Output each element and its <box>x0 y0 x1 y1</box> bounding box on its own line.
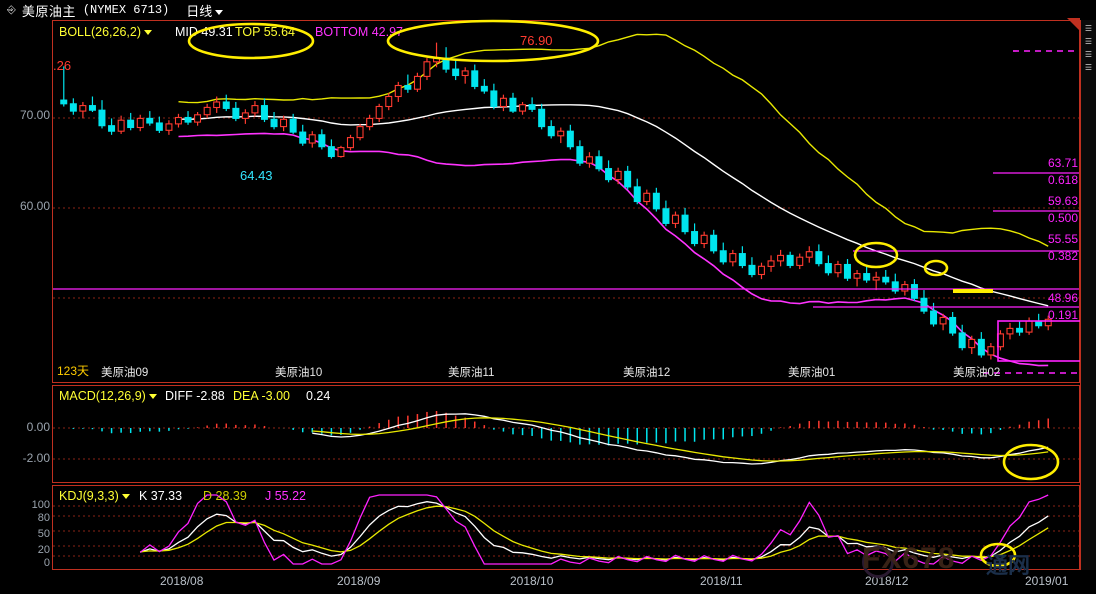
selection-box <box>997 320 1084 362</box>
kdj-axis-label-0: 100 <box>31 499 50 511</box>
titlebar: ⎆ 美原油主 (NYMEX 6713) 日线 <box>0 0 1096 20</box>
kdj-axis-label-3: 20 <box>37 544 50 556</box>
kdj-indicator-name[interactable]: KDJ(9,3,3) <box>59 489 130 503</box>
boll-mid-label: MID 49.31 <box>175 25 233 39</box>
fib-ratio-1: 0.500 <box>1047 211 1078 225</box>
contract-label-3: 美原油12 <box>623 367 671 379</box>
right-strip-item-0[interactable]: ☰ <box>1084 24 1093 33</box>
date-axis-label-3: 2018/11 <box>700 574 743 588</box>
swing-low-label: 64.43 <box>240 168 273 183</box>
fib-levels <box>53 172 1079 308</box>
watermark-text2: 通网 <box>986 553 1031 578</box>
chevron-down-icon[interactable] <box>215 9 224 15</box>
macd-series-group <box>72 411 1049 465</box>
macd-axis-label-1: -2.00 <box>22 451 50 465</box>
watermark-logo-icon <box>862 546 894 578</box>
swing-high-label: 76.90 <box>520 33 553 48</box>
kdj-pane[interactable]: KDJ(9,3,3) K 37.33 D 28.39 J 55.22 <box>52 485 1080 570</box>
kdj-k-label: K 37.33 <box>139 489 183 503</box>
right-strip-item-3[interactable]: ☰ <box>1084 63 1093 72</box>
chevron-down-icon[interactable] <box>144 30 152 36</box>
macd-pane[interactable]: MACD(12,26,9) DIFF -2.88 DEA -3.00 0.24 <box>52 385 1080 483</box>
contract-label-4: 美原油01 <box>788 367 836 379</box>
header-annotations-svg <box>187 19 600 63</box>
watermark-text: FX678 <box>862 542 956 575</box>
contract-label-0: 美原油09 <box>101 367 149 379</box>
corner-marker-icon <box>1067 18 1080 31</box>
macd-hist-value: 0.24 <box>306 389 331 403</box>
boll-top-label: TOP 55.64 <box>235 25 295 39</box>
macd-gridlines <box>53 427 1079 460</box>
day-count-label: 123天 <box>57 364 90 378</box>
kdj-axis-label-1: 80 <box>37 512 50 524</box>
date-axis-label-1: 2018/09 <box>337 574 381 588</box>
date-axis-label-5: 2019/01 <box>1025 574 1069 588</box>
chevron-down-icon[interactable] <box>121 494 130 500</box>
kdj-axis-label-2: 50 <box>37 528 50 540</box>
price-axis-label-1: 60.00 <box>19 199 50 213</box>
kdj-name-label: KDJ(9,3,3) <box>59 489 119 503</box>
fib-price-2: 55.55 <box>1047 232 1078 246</box>
date-axis-label-0: 2018/08 <box>160 574 204 588</box>
kdj-j-label: J 55.22 <box>265 489 307 503</box>
boll-indicator-name[interactable]: BOLL(26,26,2) <box>59 25 152 39</box>
boll-name-label: BOLL(26,26,2) <box>59 25 141 39</box>
right-strip-item-1[interactable]: ☰ <box>1084 37 1093 46</box>
fib-price-1: 59.63 <box>1047 194 1078 208</box>
annotation-ellipse-1 <box>853 241 899 269</box>
price-series-group <box>60 33 1052 367</box>
macd-axis-label-0: 0.00 <box>26 420 50 434</box>
period-selector[interactable]: 日线 <box>186 1 224 20</box>
fib-ratio-0: 0.618 <box>1047 173 1078 187</box>
kdj-axis-label-4: 0 <box>43 557 50 569</box>
contract-label-2: 美原油11 <box>448 367 495 379</box>
macd-name-label: MACD(12,26,9) <box>59 389 146 403</box>
annotation-ellipse-kdj <box>979 542 1017 568</box>
macd-diff-label: DIFF -2.88 <box>165 389 225 403</box>
price-chart-svg <box>53 33 1084 374</box>
fib-ratio-2: 0.382 <box>1047 249 1078 263</box>
annotation-ellipse-macd <box>1002 443 1060 481</box>
date-axis-label-2: 2018/10 <box>510 574 554 588</box>
fib-price-0: 63.71 <box>1047 156 1078 170</box>
symbol-code: (NYMEX 6713) <box>82 3 170 17</box>
period-high-label: .26 <box>53 58 72 73</box>
macd-indicator-name[interactable]: MACD(12,26,9) <box>59 389 157 403</box>
fib-price-3: 48.96 <box>1047 291 1078 305</box>
period-label: 日线 <box>186 3 213 19</box>
symbol-name[interactable]: 美原油主 <box>21 3 76 19</box>
contract-label-5: 美原油02 <box>953 367 1001 379</box>
right-strip-item-2[interactable]: ☰ <box>1084 50 1093 59</box>
price-pane[interactable]: BOLL(26,26,2) MID 49.31 TOP 55.64 BOTTOM… <box>52 19 1084 383</box>
contract-label-1: 美原油10 <box>275 367 323 379</box>
chart-toggle-icon[interactable]: ⎆ <box>7 3 16 16</box>
fib-ratio-3: 0.191 <box>1047 308 1078 322</box>
kdj-chart-svg <box>53 494 1079 568</box>
macd-dea-label: DEA -3.00 <box>233 389 290 403</box>
macd-chart-svg <box>53 411 1079 481</box>
boll-bottom-label: BOTTOM 42.97 <box>315 25 403 39</box>
kdj-series-group <box>139 494 1049 565</box>
chevron-down-icon[interactable] <box>148 394 157 400</box>
fib-dashed-extension <box>983 50 1079 374</box>
right-toolbar-strip[interactable]: ☰ ☰ ☰ ☰ <box>1080 20 1096 570</box>
kdj-d-label: D 28.39 <box>203 489 247 503</box>
price-axis-label-0: 70.00 <box>19 108 50 122</box>
annotation-ellipse-2 <box>923 259 949 277</box>
kdj-gridlines <box>53 505 1079 557</box>
